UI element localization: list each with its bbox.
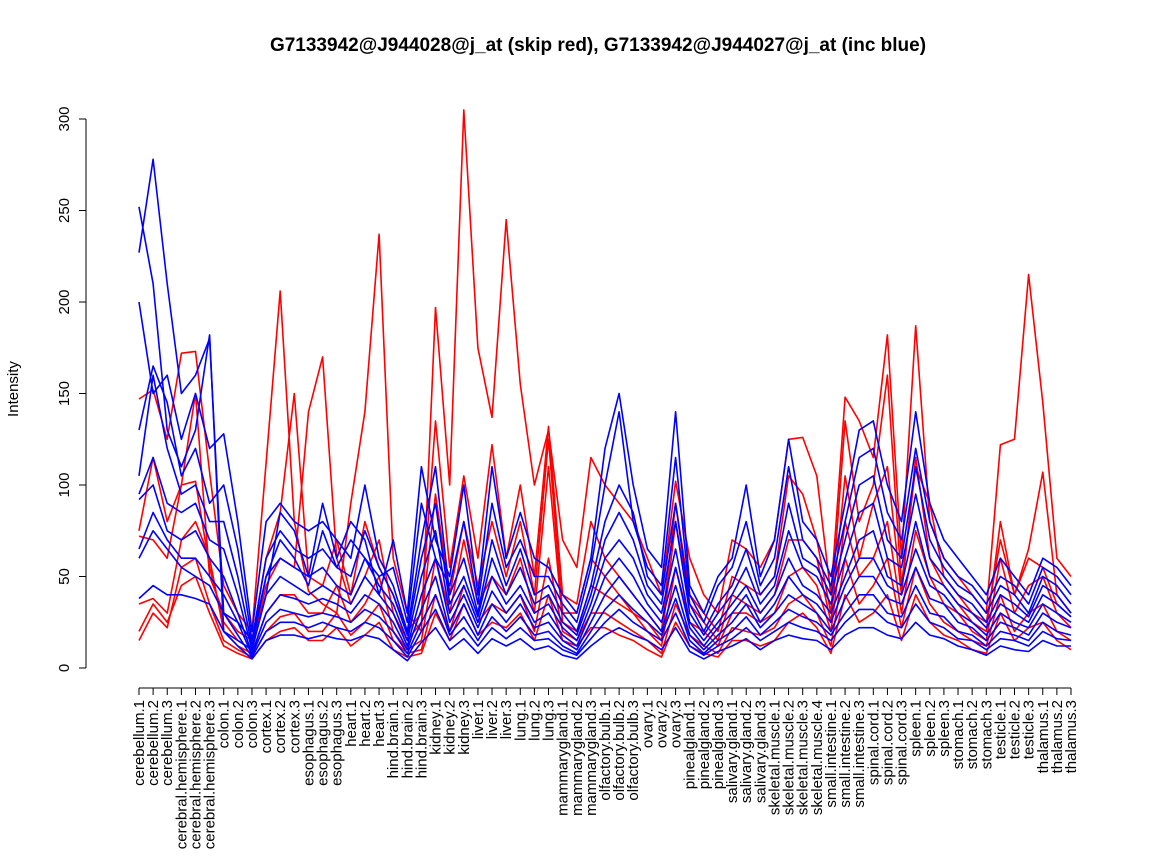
y-tick-label: 50	[56, 568, 73, 585]
series-line-7	[138, 206, 1072, 651]
y-axis: 0 50 100 150 200 250 300	[56, 106, 87, 672]
x-tick-label: lung.1	[512, 700, 529, 741]
y-tick-label: 250	[56, 198, 73, 223]
x-tick-label: kidney.1	[428, 700, 445, 755]
series-line-13	[138, 484, 1072, 655]
x-tick-label: esophagus.3	[329, 700, 346, 786]
series-line-12	[138, 456, 1072, 651]
x-tick-label: lung.3	[541, 700, 558, 741]
x-tick-label: cortex.3	[286, 700, 303, 753]
x-tick-label: liver.3	[498, 700, 515, 739]
y-tick-label: 0	[56, 664, 73, 672]
x-tick-label: hind.brain.3	[413, 700, 430, 778]
x-tick-label: testicle.2	[1007, 700, 1024, 759]
x-tick-label: stomach.2	[964, 700, 981, 769]
x-tick-label: spinal.cord.1	[865, 700, 882, 785]
x-tick-label: salivary.gland.2	[738, 700, 755, 803]
x-tick-label: small.intestine.3	[851, 700, 868, 808]
x-tick-label: cortex.1	[258, 700, 275, 753]
x-tick-label: spleen.3	[936, 700, 953, 757]
x-tick-label: cerebellum.1	[131, 700, 148, 786]
series-line-1	[138, 109, 1072, 633]
chart-title: G7133942@J944028@j_at (skip red), G71339…	[270, 35, 926, 56]
x-tick-label: small.intestine.2	[837, 700, 854, 808]
x-axis: cerebellum.1cerebellum.2cerebellum.3cere…	[131, 687, 1080, 849]
y-axis-label: Intensity	[5, 361, 22, 417]
x-tick-label: pinealgland.1	[682, 700, 699, 789]
y-tick-label: 300	[56, 106, 73, 131]
x-tick-label: cerebellum.2	[145, 700, 162, 786]
series-line-14	[138, 511, 1072, 657]
x-tick-label: colon.3	[244, 700, 261, 748]
x-tick-label: colon.2	[230, 700, 247, 748]
x-tick-label: thalamus.2	[1049, 700, 1066, 773]
x-tick-label: spinal.cord.2	[879, 700, 896, 785]
x-tick-label: skeletal.muscle.3	[795, 700, 812, 815]
series-line-6	[138, 575, 1072, 660]
series-line-16	[138, 584, 1071, 662]
x-tick-label: mammarygland.2	[569, 700, 586, 816]
x-tick-label: skeletal.muscle.2	[781, 700, 798, 815]
x-tick-label: colon.1	[216, 700, 233, 748]
x-tick-label: salivary.gland.3	[752, 700, 769, 803]
x-tick-label: spleen.1	[908, 700, 925, 757]
x-tick-label: mammarygland.3	[583, 700, 600, 816]
y-tick-label: 100	[56, 472, 73, 497]
x-tick-label: heart.3	[371, 700, 388, 747]
x-tick-label: thalamus.1	[1035, 700, 1052, 773]
x-tick-label: spleen.2	[922, 700, 939, 757]
x-tick-label: kidney.2	[442, 700, 459, 755]
y-tick-label: 150	[56, 381, 73, 406]
x-tick-label: esophagus.1	[300, 700, 317, 786]
x-tick-label: small.intestine.1	[823, 700, 840, 808]
x-tick-label: heart.1	[343, 700, 360, 747]
x-tick-label: ovary.3	[668, 700, 685, 748]
x-tick-label: heart.2	[357, 700, 374, 747]
x-tick-label: esophagus.2	[315, 700, 332, 786]
x-tick-label: mammarygland.1	[555, 700, 572, 816]
x-tick-label: olfactory.bulb.1	[597, 700, 614, 801]
x-tick-label: hind.brain.1	[385, 700, 402, 778]
x-tick-label: hind.brain.2	[399, 700, 416, 778]
x-tick-label: cerebral.hemisphere.2	[187, 700, 204, 849]
x-tick-label: thalamus.3	[1063, 700, 1080, 773]
x-tick-label: cerebellum.3	[159, 700, 176, 786]
x-tick-label: olfactory.bulb.3	[625, 700, 642, 801]
x-tick-label: pinealgland.2	[696, 700, 713, 789]
x-tick-label: ovary.2	[653, 700, 670, 748]
x-tick-label: stomach.3	[978, 700, 995, 769]
series-layer	[138, 109, 1072, 662]
x-tick-label: testicle.1	[992, 700, 1009, 759]
x-tick-label: lung.2	[526, 700, 543, 741]
x-tick-label: testicle.3	[1021, 700, 1038, 759]
series-line-11	[138, 374, 1072, 647]
x-tick-label: olfactory.bulb.2	[611, 700, 628, 801]
x-tick-label: liver.1	[470, 700, 487, 739]
series-line-9	[138, 301, 1072, 633]
x-tick-label: skeletal.muscle.1	[766, 700, 783, 815]
x-tick-label: cerebral.hemisphere.3	[202, 700, 219, 849]
x-tick-label: stomach.1	[950, 700, 967, 769]
series-line-15	[138, 529, 1072, 658]
x-tick-label: cerebral.hemisphere.1	[173, 700, 190, 849]
y-tick-label: 200	[56, 289, 73, 314]
series-line-5	[138, 557, 1072, 658]
x-tick-label: ovary.1	[639, 700, 656, 748]
x-tick-label: skeletal.muscle.4	[809, 700, 826, 815]
x-tick-label: kidney.3	[456, 700, 473, 755]
series-line-10	[138, 365, 1072, 642]
x-tick-label: salivary.gland.1	[724, 700, 741, 803]
x-tick-label: spinal.cord.3	[894, 700, 911, 785]
x-tick-label: pinealgland.3	[710, 700, 727, 789]
series-line-8	[138, 158, 1072, 642]
x-tick-label: cortex.2	[272, 700, 289, 753]
x-tick-label: liver.2	[484, 700, 501, 739]
